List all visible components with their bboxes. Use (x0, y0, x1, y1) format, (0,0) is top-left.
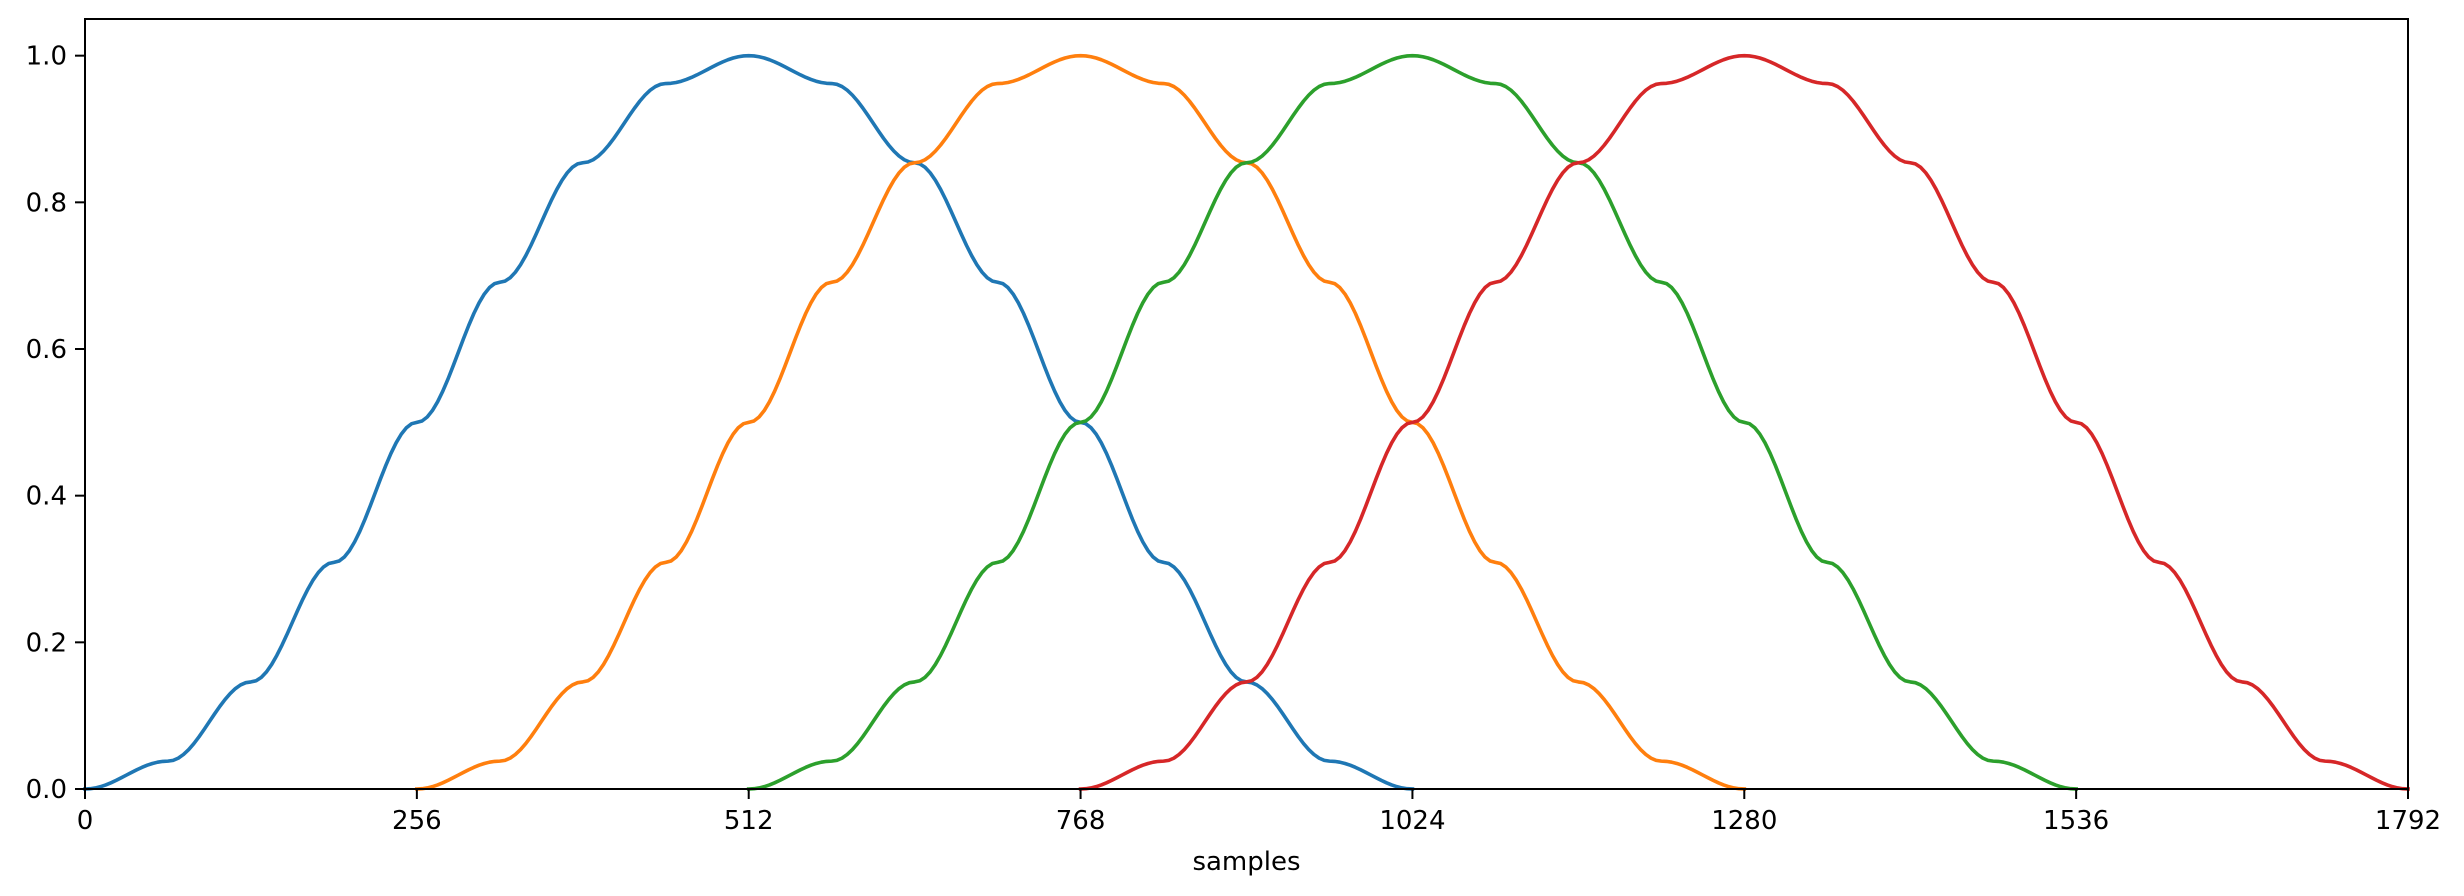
x-axis-label: samples (1192, 847, 1300, 877)
x-tick-label: 512 (724, 806, 774, 836)
series-line-1 (83, 53, 1415, 791)
y-tick-label: 0.8 (26, 188, 67, 218)
x-axis: 0 256 512 768 1024 1280 1536 1792 (77, 789, 2441, 836)
x-tick-label: 1792 (2375, 806, 2441, 836)
y-tick-label: 0.6 (26, 335, 67, 365)
series-lines (83, 53, 2410, 791)
y-axis: 0.0 0.2 0.4 0.6 0.8 1.0 (26, 42, 85, 805)
x-tick-label: 1280 (1711, 806, 1777, 836)
series-line-3 (746, 53, 2079, 791)
y-tick-label: 0.2 (26, 628, 67, 658)
x-tick-label: 256 (392, 806, 442, 836)
series-line-4 (1078, 53, 2410, 791)
y-tick-label: 0.4 (26, 482, 67, 512)
x-tick-label: 1536 (2043, 806, 2109, 836)
y-tick-label: 1.0 (26, 42, 67, 72)
plot-frame (84, 18, 2409, 790)
series-line-2 (414, 53, 1747, 791)
x-tick-label: 768 (1056, 806, 1106, 836)
x-tick-label: 0 (77, 806, 94, 836)
x-tick-label: 1024 (1379, 806, 1445, 836)
y-tick-label: 0.0 (26, 775, 67, 805)
